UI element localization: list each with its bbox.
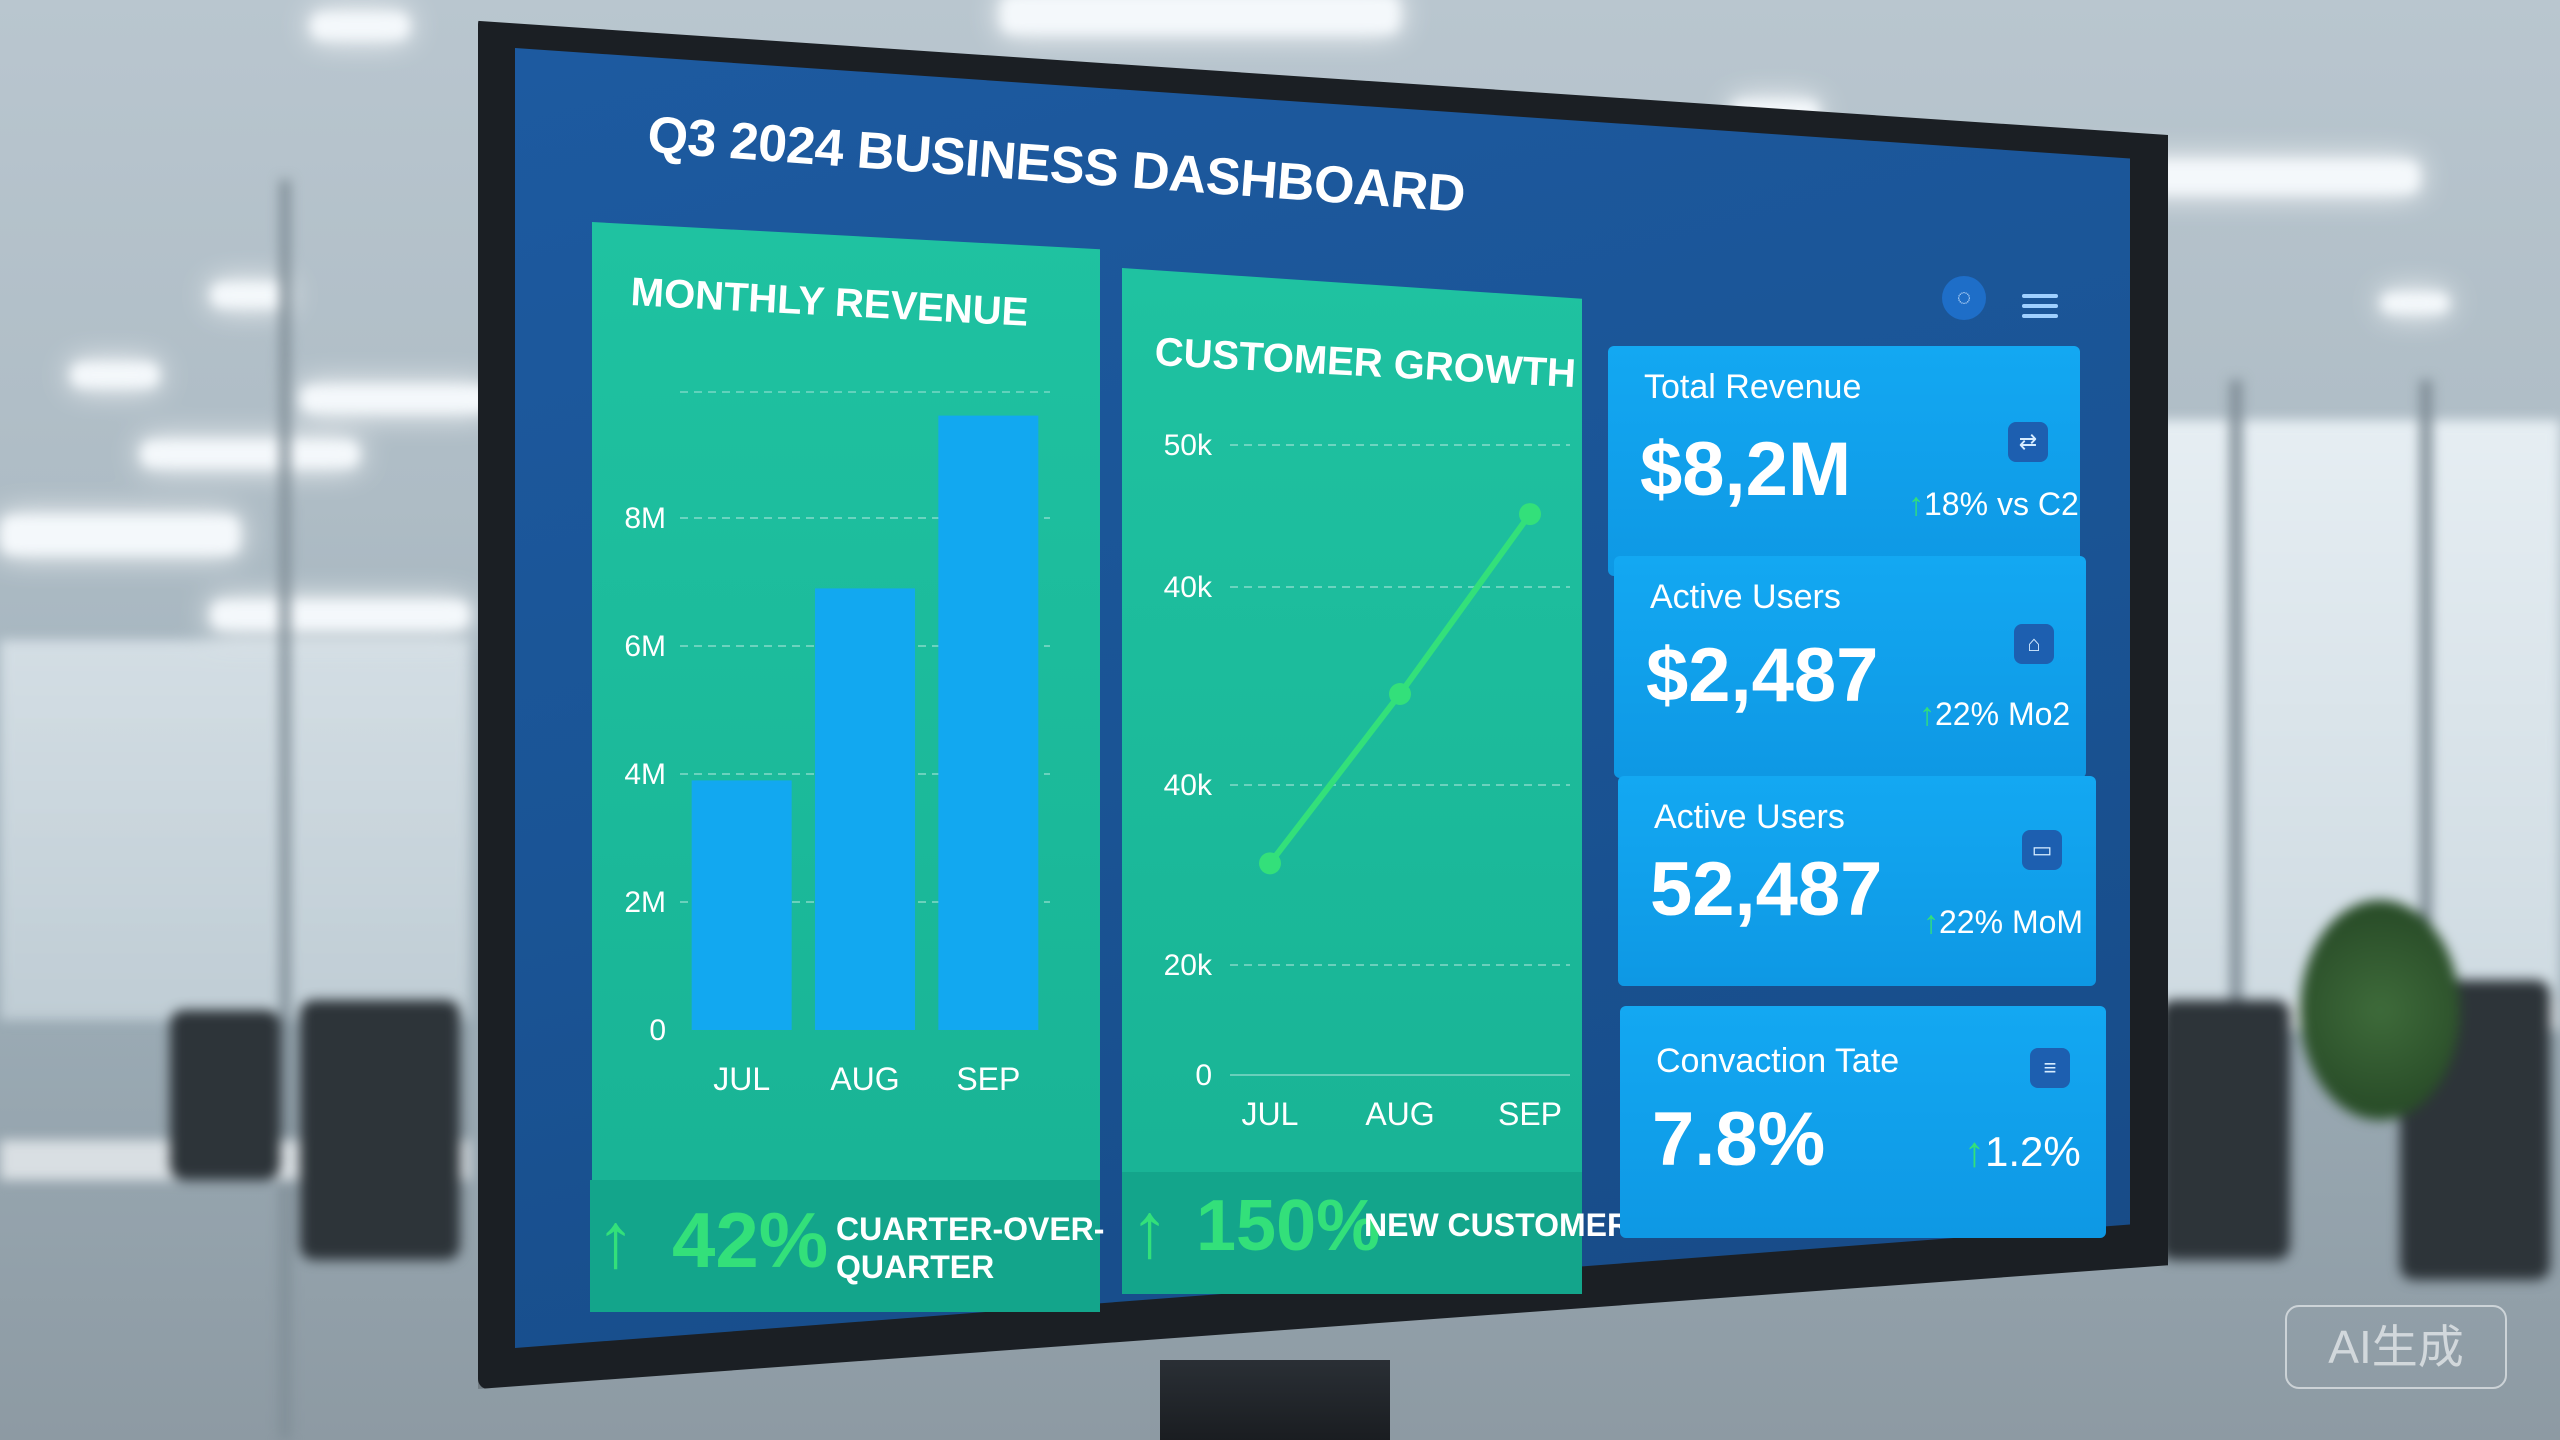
revenue-caption-line1: CUARTER-OVER- <box>836 1211 1105 1247</box>
y-tick-label: 40k <box>1164 571 1213 604</box>
x-tick-label: AUG <box>1365 1096 1434 1132</box>
kpi-label: Active Users <box>1654 798 1845 836</box>
x-tick-label: JUL <box>713 1061 770 1097</box>
y-tick-label: 0 <box>649 1014 666 1047</box>
search-icon[interactable]: ◌ <box>1942 276 1986 320</box>
growth-up-arrow-icon: ↑ <box>1130 1186 1169 1274</box>
revenue-caption-line2: QUARTER <box>836 1249 995 1285</box>
bar-aug <box>815 588 915 1030</box>
kpi-delta: ↑22% Mo2 <box>1919 696 2070 733</box>
revenue-growth-value: 42% <box>672 1196 829 1284</box>
y-tick-label: 40k <box>1164 769 1213 802</box>
kpi-value: 52,487 <box>1650 847 1883 932</box>
kpi-delta: ↑22% MoM <box>1923 904 2083 941</box>
kpi-delta-text: 22% Mo2 <box>1935 696 2071 732</box>
kpi-card-active-users-1[interactable]: Active Users $2,487 ↑22% Mo2 ⌂ <box>1614 556 2086 778</box>
kpi-delta-text: 18% vs C2 <box>1924 486 2079 522</box>
kpi-delta: ↑18% vs C2 <box>1908 486 2079 523</box>
monitor-stand <box>1160 1360 1390 1440</box>
transfer-icon[interactable]: ⇄ <box>2008 422 2048 462</box>
growth-caption: NEW CUSTOMERS <box>1364 1207 1652 1243</box>
kpi-label: Active Users <box>1650 578 1841 616</box>
ai-generated-watermark: AI生成 <box>2285 1305 2507 1389</box>
kpi-card-active-users-2[interactable]: Active Users 52,487 ↑22% MoM ▭ <box>1618 776 2096 986</box>
up-arrow-icon: ↑ <box>1908 486 1924 522</box>
growth-panel <box>1122 268 1582 1294</box>
revenue-growth-caption: CUARTER-OVER- QUARTER <box>836 1210 1104 1286</box>
kpi-value: $8,2M <box>1640 427 1852 512</box>
revenue-bar-chart: 0 2M 4M 6M 8M JUL AUG SEP <box>624 391 1050 1097</box>
y-tick-label: 6M <box>624 630 666 663</box>
bar-sep <box>938 415 1039 1031</box>
kpi-value: 7.8% <box>1652 1097 1826 1182</box>
user-icon[interactable]: ⌂ <box>2014 624 2054 664</box>
point-jul <box>1259 852 1281 875</box>
y-tick-label: 20k <box>1164 949 1213 982</box>
kpi-value: $2,487 <box>1646 633 1879 718</box>
revenue-footer <box>590 1180 1100 1312</box>
up-arrow-icon: ↑ <box>1964 1128 1985 1175</box>
point-aug <box>1389 683 1411 705</box>
y-tick-label: 2M <box>624 886 666 919</box>
kpi-card-total-revenue[interactable]: Total Revenue $8,2M ↑18% vs C2 ⇄ <box>1608 346 2080 576</box>
kpi-delta-text: 22% MoM <box>1939 904 2084 940</box>
kpi-label: Convaction Tate <box>1656 1042 1900 1080</box>
y-tick-label: 50k <box>1164 429 1213 462</box>
revenue-up-arrow-icon: ↑ <box>596 1196 635 1284</box>
point-sep <box>1519 503 1541 526</box>
up-arrow-icon: ↑ <box>1923 904 1939 940</box>
x-tick-label: JUL <box>1242 1096 1299 1132</box>
kpi-delta-text: 1.2% <box>1985 1128 2081 1175</box>
growth-footer <box>1122 1172 1582 1294</box>
menu-icon[interactable] <box>2020 288 2060 328</box>
x-tick-label: SEP <box>1498 1096 1562 1132</box>
customer-growth-line-chart: 0 20k 40k 40k 50k JUL AUG SEP <box>1164 429 1570 1132</box>
kpi-label: Total Revenue <box>1644 368 1862 406</box>
y-tick-label: 4M <box>624 758 666 791</box>
card-icon[interactable]: ▭ <box>2022 830 2062 870</box>
list-icon[interactable]: ≡ <box>2030 1048 2070 1088</box>
x-tick-label: AUG <box>830 1061 899 1097</box>
kpi-delta: ↑1.2% <box>1964 1128 2081 1176</box>
kpi-card-conversion-rate[interactable]: Convaction Tate 7.8% ↑1.2% ≡ <box>1620 1006 2106 1238</box>
up-arrow-icon: ↑ <box>1919 696 1935 732</box>
y-tick-label: 8M <box>624 502 666 535</box>
y-tick-label: 0 <box>1195 1059 1212 1092</box>
growth-value: 150% <box>1196 1186 1381 1266</box>
bar-jul <box>691 780 792 1030</box>
x-tick-label: SEP <box>956 1061 1020 1097</box>
